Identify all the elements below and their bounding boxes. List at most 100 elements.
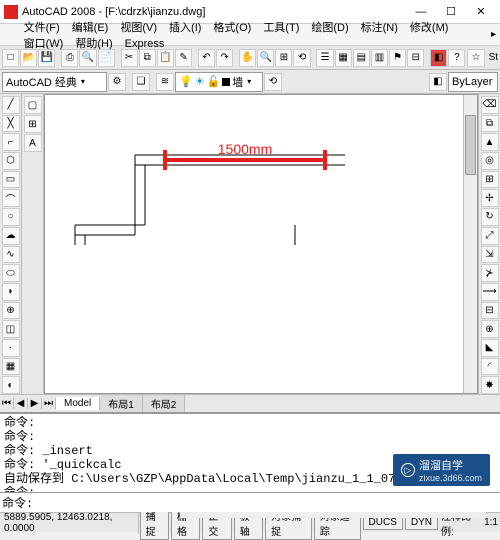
hatch-tool[interactable]: ▦ xyxy=(2,358,20,376)
redo-button[interactable]: ↷ xyxy=(216,49,233,67)
text-tool[interactable]: A xyxy=(24,134,42,152)
rect-tool[interactable]: ▭ xyxy=(2,171,20,189)
circle-tool[interactable]: ○ xyxy=(2,208,20,226)
stretch-tool[interactable]: ⇲ xyxy=(481,246,499,264)
scrollbar-thumb[interactable] xyxy=(465,115,476,175)
command-prompt-label: 命令: xyxy=(2,497,33,511)
move-tool[interactable]: ✢ xyxy=(481,189,499,207)
scale-value[interactable]: 1:1 xyxy=(482,517,500,528)
line-tool[interactable]: ╱ xyxy=(2,96,20,114)
extend-tool[interactable]: ⟶ xyxy=(481,283,499,301)
tab-model[interactable]: Model xyxy=(56,397,100,410)
sheet-button[interactable]: ▥ xyxy=(371,49,388,67)
linetype-combo[interactable]: ByLayer xyxy=(448,72,498,92)
pline-tool[interactable]: ⌐ xyxy=(2,133,20,151)
draw-toolbar: ╱ ╳ ⌐ ⬡ ▭ ⌒ ○ ☁ ∿ ⬭ ◗ ⊕ ◫ · ▦ ◐ xyxy=(0,94,22,394)
color-button[interactable]: ◧ xyxy=(429,73,447,91)
region-tool[interactable]: ▢ xyxy=(24,96,42,114)
menu-item[interactable]: 标注(N) xyxy=(355,20,404,36)
xline-tool[interactable]: ╳ xyxy=(2,115,20,133)
tab-next-button[interactable]: ▶ xyxy=(28,398,42,409)
block-tool[interactable]: ◫ xyxy=(2,320,20,338)
tab-layout2[interactable]: 布局2 xyxy=(143,395,186,412)
insert-tool[interactable]: ⊕ xyxy=(2,302,20,320)
fillet-tool[interactable]: ◜ xyxy=(481,358,499,376)
std-label: St xyxy=(489,52,498,63)
spline-tool[interactable]: ∿ xyxy=(2,246,20,264)
erase-tool[interactable]: ⌫ xyxy=(481,96,499,114)
mirror-tool[interactable]: ▲ xyxy=(481,133,499,151)
menu-item[interactable]: 文件(F) xyxy=(18,20,66,36)
layer-combo[interactable]: 💡 ☀ 🔓 墙 ▾ xyxy=(175,72,263,92)
menu-item[interactable]: 编辑(E) xyxy=(66,20,115,36)
match-button[interactable]: ✎ xyxy=(175,49,192,67)
menu-item[interactable]: 格式(O) xyxy=(207,20,257,36)
ellipse-tool[interactable]: ⬭ xyxy=(2,264,20,282)
tab-layout1[interactable]: 布局1 xyxy=(100,395,143,412)
copy-button[interactable]: ⧉ xyxy=(139,49,156,67)
gradient-tool[interactable]: ◐ xyxy=(2,376,20,394)
tpalette-button[interactable]: ▤ xyxy=(353,49,370,67)
chamfer-tool[interactable]: ◣ xyxy=(481,339,499,357)
offset-tool[interactable]: ◎ xyxy=(481,152,499,170)
preview-button[interactable]: 🔍 xyxy=(79,49,96,67)
vertical-scrollbar[interactable] xyxy=(463,95,477,393)
menu-item[interactable]: 工具(T) xyxy=(257,20,305,36)
save-button[interactable]: 💾 xyxy=(38,49,55,67)
main-area: ╱ ╳ ⌐ ⬡ ▭ ⌒ ○ ☁ ∿ ⬭ ◗ ⊕ ◫ · ▦ ◐ ▢ ⊞ A 15… xyxy=(0,94,500,394)
workspace-combo[interactable]: AutoCAD 经典 ▾ xyxy=(2,72,107,92)
new-button[interactable]: □ xyxy=(2,49,19,67)
menu-item[interactable]: 修改(M) xyxy=(404,20,455,36)
ellipsearc-tool[interactable]: ◗ xyxy=(2,283,20,301)
menubar: 文件(F)编辑(E)视图(V)插入(I)格式(O)工具(T)绘图(D)标注(N)… xyxy=(0,24,500,46)
menu-item[interactable]: 插入(I) xyxy=(163,20,207,36)
table-tool[interactable]: ⊞ xyxy=(24,115,42,133)
tab-prev-button[interactable]: ◀ xyxy=(14,398,28,409)
break-tool[interactable]: ⊟ xyxy=(481,302,499,320)
command-line: 命令: xyxy=(4,416,496,430)
dcenter-button[interactable]: ▦ xyxy=(335,49,352,67)
open-button[interactable]: 📂 xyxy=(20,49,37,67)
layer-filter-button[interactable]: ≋ xyxy=(156,73,174,91)
pan-button[interactable]: ✋ xyxy=(239,49,256,67)
markup-button[interactable]: ⚑ xyxy=(389,49,406,67)
props-button[interactable]: ☰ xyxy=(316,49,333,67)
menu-item[interactable]: 视图(V) xyxy=(114,20,163,36)
polygon-tool[interactable]: ⬡ xyxy=(2,152,20,170)
menu-item[interactable]: 绘图(D) xyxy=(305,20,354,36)
zoomprev-button[interactable]: ⟲ xyxy=(293,49,310,67)
join-tool[interactable]: ⊕ xyxy=(481,320,499,338)
rotate-tool[interactable]: ↻ xyxy=(481,208,499,226)
revcloud-tool[interactable]: ☁ xyxy=(2,227,20,245)
menu-more-icon[interactable]: ▸ xyxy=(491,29,496,40)
arc-tool[interactable]: ⌒ xyxy=(2,189,20,207)
command-prompt[interactable]: 命令: xyxy=(0,492,500,512)
block-button[interactable]: ◧ xyxy=(430,49,447,67)
layer-color-swatch xyxy=(222,78,230,86)
print-button[interactable]: ⎙ xyxy=(61,49,78,67)
coordinates[interactable]: 5889.5905, 12463.0218, 0.0000 xyxy=(0,512,139,534)
tab-last-button[interactable]: ⏭ xyxy=(42,398,56,409)
publish-button[interactable]: 📄 xyxy=(98,49,115,67)
tab-first-button[interactable]: ⏮ xyxy=(0,398,14,409)
undo-button[interactable]: ↶ xyxy=(198,49,215,67)
zoomwin-button[interactable]: ⊞ xyxy=(275,49,292,67)
calc-button[interactable]: ⊟ xyxy=(407,49,424,67)
layer-prev-button[interactable]: ⟲ xyxy=(264,73,282,91)
cut-button[interactable]: ✂ xyxy=(121,49,138,67)
copy-tool[interactable]: ⧉ xyxy=(481,115,499,133)
layer-mgr-button[interactable]: ❏ xyxy=(132,73,150,91)
zoom-button[interactable]: 🔍 xyxy=(257,49,274,67)
lock-icon: 🔓 xyxy=(207,75,221,88)
array-tool[interactable]: ⊞ xyxy=(481,171,499,189)
std-button[interactable]: ☆ xyxy=(467,49,484,67)
explode-tool[interactable]: ✸ xyxy=(481,376,499,394)
trim-tool[interactable]: ⊁ xyxy=(481,264,499,282)
chevron-down-icon: ▾ xyxy=(81,77,85,86)
scale-tool[interactable]: ⤢ xyxy=(481,227,499,245)
help-button[interactable]: ? xyxy=(448,49,465,67)
ws-settings-button[interactable]: ⚙ xyxy=(108,73,126,91)
paste-button[interactable]: 📋 xyxy=(157,49,174,67)
drawing-canvas[interactable]: 1500mmXY xyxy=(44,94,478,394)
point-tool[interactable]: · xyxy=(2,339,20,357)
